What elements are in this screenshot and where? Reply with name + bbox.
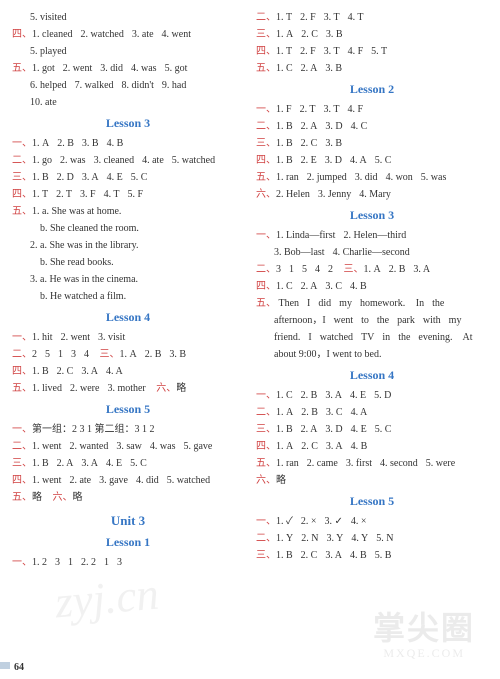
answer-line: b. He watched a film.: [12, 289, 244, 304]
section-heading: Lesson 3: [12, 116, 244, 131]
answer-line: 一、第一组：2 3 1 第二组：3 1 2: [12, 422, 244, 437]
answer-line: 10. ate: [12, 95, 244, 110]
page: 5. visited 四、1. cleaned2. watched3. ate4.…: [0, 0, 500, 572]
answer-line: 5. visited: [12, 10, 244, 25]
answer-line: 三、1. B2. A3. A4. E5. C: [12, 456, 244, 471]
answer-line: b. She cleaned the room.: [12, 221, 244, 236]
answer-line: 三、1. A2. C3. B: [256, 27, 488, 42]
section-heading: Lesson 3: [256, 208, 488, 223]
answer-line: afternoon，Iwenttotheparkwithmy: [256, 313, 488, 328]
answer-line: 一、1. C2. B3. A4. E5. D: [256, 388, 488, 403]
answer-line: 一、1. ✓2. ×3. ✓4. ×: [256, 514, 488, 529]
watermark-2-sub: MXQE.COM: [383, 646, 465, 661]
answer-line: 六、略: [256, 473, 488, 488]
answer-line: 三、1. B2. D3. A4. E5. C: [12, 170, 244, 185]
answer-line: 四、1. T2. T3. F4. T5. F: [12, 187, 244, 202]
right-column: 二、1. T2. F3. T4. T 三、1. A2. C3. B 四、1. T2.…: [256, 8, 488, 572]
answer-line: 二、1. went2. wanted3. saw4. was5. gave: [12, 439, 244, 454]
answer-line: 四、1. B2. C3. A4. A: [12, 364, 244, 379]
answer-line: b. She read books.: [12, 255, 244, 270]
answer-line: 3. Bob—last4. Charlie—second: [256, 245, 488, 260]
section-heading: Lesson 4: [256, 368, 488, 383]
watermark-2: 掌尖圈: [373, 603, 475, 649]
answer-line: 五、 ThenIdidmyhomework. Inthe: [256, 296, 488, 311]
answer-line: 二、31542 三、1. A2. B3. A: [256, 262, 488, 277]
answer-line: 五、略 六、略: [12, 490, 244, 505]
answer-line: 五、1. got2. went3. did4. was5. got: [12, 61, 244, 76]
section-heading: Lesson 1: [12, 535, 244, 550]
answer-line: 五、1. ran2. jumped3. did4. won5. was: [256, 170, 488, 185]
answer-line: 四、1. B2. E3. D4. A5. C: [256, 153, 488, 168]
section-heading: Lesson 2: [256, 82, 488, 97]
answer-line: 四、1. A2. C3. A4. B: [256, 439, 488, 454]
answer-line: 五、1. C2. A3. B: [256, 61, 488, 76]
answer-line: 二、1. A2. B3. C4. A: [256, 405, 488, 420]
section-heading: Unit 3: [12, 513, 244, 529]
answer-line: 五、1. ran2. came3. first4. second5. were: [256, 456, 488, 471]
answer-line: 五、1. a. She was at home.: [12, 204, 244, 219]
answer-line: 二、1. B2. A3. D4. C: [256, 119, 488, 134]
answer-line: 五、1. lived2. were3. mother 六、略: [12, 381, 244, 396]
answer-line: 六、2. Helen3. Jenny4. Mary: [256, 187, 488, 202]
answer-line: 一、1. A2. B3. B4. B: [12, 136, 244, 151]
answer-line: 一、1. Linda—first2. Helen—third: [256, 228, 488, 243]
answer-line: 二、25134 三、1. A2. B3. B: [12, 347, 244, 362]
answer-line: 6. helped7. walked8. didn't9. had: [12, 78, 244, 93]
answer-line: 一、1. hit2. went3. visit: [12, 330, 244, 345]
watermark-1: zyj.cn: [53, 568, 161, 629]
section-heading: Lesson 4: [12, 310, 244, 325]
answer-line: friend.IwatchedTVintheevening. At: [256, 330, 488, 345]
section-heading: Lesson 5: [12, 402, 244, 417]
answer-line: 二、1. Y2. N3. Y4. Y5. N: [256, 531, 488, 546]
answer-line: 二、1. T2. F3. T4. T: [256, 10, 488, 25]
answer-line: 四、1. C2. A3. C4. B: [256, 279, 488, 294]
answer-line: 二、1. go2. was3. cleaned4. ate5. watched: [12, 153, 244, 168]
answer-line: 三、1. B2. C3. A4. B5. B: [256, 548, 488, 563]
answer-line: 三、1. B2. A3. D4. E5. C: [256, 422, 488, 437]
margin-bar: [0, 662, 10, 669]
answer-line: 5. played: [12, 44, 244, 59]
answer-line: 3. a. He was in the cinema.: [12, 272, 244, 287]
answer-line: 一、1. 2312. 213: [12, 555, 244, 570]
answer-line: about 9:00，I went to bed.: [256, 347, 488, 362]
answer-line: 一、1. F2. T3. T4. F: [256, 102, 488, 117]
answer-line: 四、1. T2. F3. T4. F5. T: [256, 44, 488, 59]
answer-line: 三、1. B2. C3. B: [256, 136, 488, 151]
answer-line: 四、1. went2. ate3. gave4. did5. watched: [12, 473, 244, 488]
answer-line: 2. a. She was in the library.: [12, 238, 244, 253]
section-heading: Lesson 5: [256, 494, 488, 509]
answer-line: 四、1. cleaned2. watched3. ate4. went: [12, 27, 244, 42]
page-number: 64: [14, 662, 24, 673]
left-column: 5. visited 四、1. cleaned2. watched3. ate4.…: [12, 8, 244, 572]
